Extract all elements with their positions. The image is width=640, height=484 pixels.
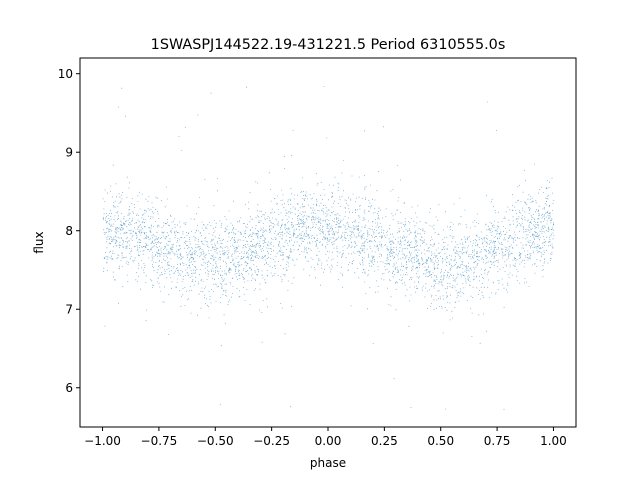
- x-tick-label: 0.25: [371, 434, 398, 448]
- y-tick-label: 8: [65, 224, 73, 238]
- y-tick-label: 9: [65, 146, 73, 160]
- y-tick-label: 10: [58, 67, 73, 81]
- x-axis: −1.00 −0.75 −0.50 −0.25 0.00 0.25 0.50 0.75 1.00: [84, 427, 567, 448]
- y-tick-label: 7: [65, 303, 73, 317]
- x-tick-label: 1.00: [540, 434, 567, 448]
- x-tick-label: −0.75: [141, 434, 178, 448]
- chart-title: 1SWASPJ144522.19-431221.5 Period 6310555…: [151, 37, 506, 53]
- y-axis: 6 7 8 9 10: [58, 67, 80, 395]
- x-tick-label: −1.00: [84, 434, 121, 448]
- data-points: [102, 86, 555, 410]
- x-tick-label: 0.00: [315, 434, 342, 448]
- scatter-points: [102, 86, 555, 410]
- y-tick-label: 6: [65, 381, 73, 395]
- x-tick-label: −0.25: [253, 434, 290, 448]
- x-axis-label: phase: [310, 456, 346, 470]
- x-tick-label: −0.50: [197, 434, 234, 448]
- y-axis-label: flux: [32, 231, 46, 253]
- x-tick-label: 0.75: [484, 434, 511, 448]
- x-tick-label: 0.50: [427, 434, 454, 448]
